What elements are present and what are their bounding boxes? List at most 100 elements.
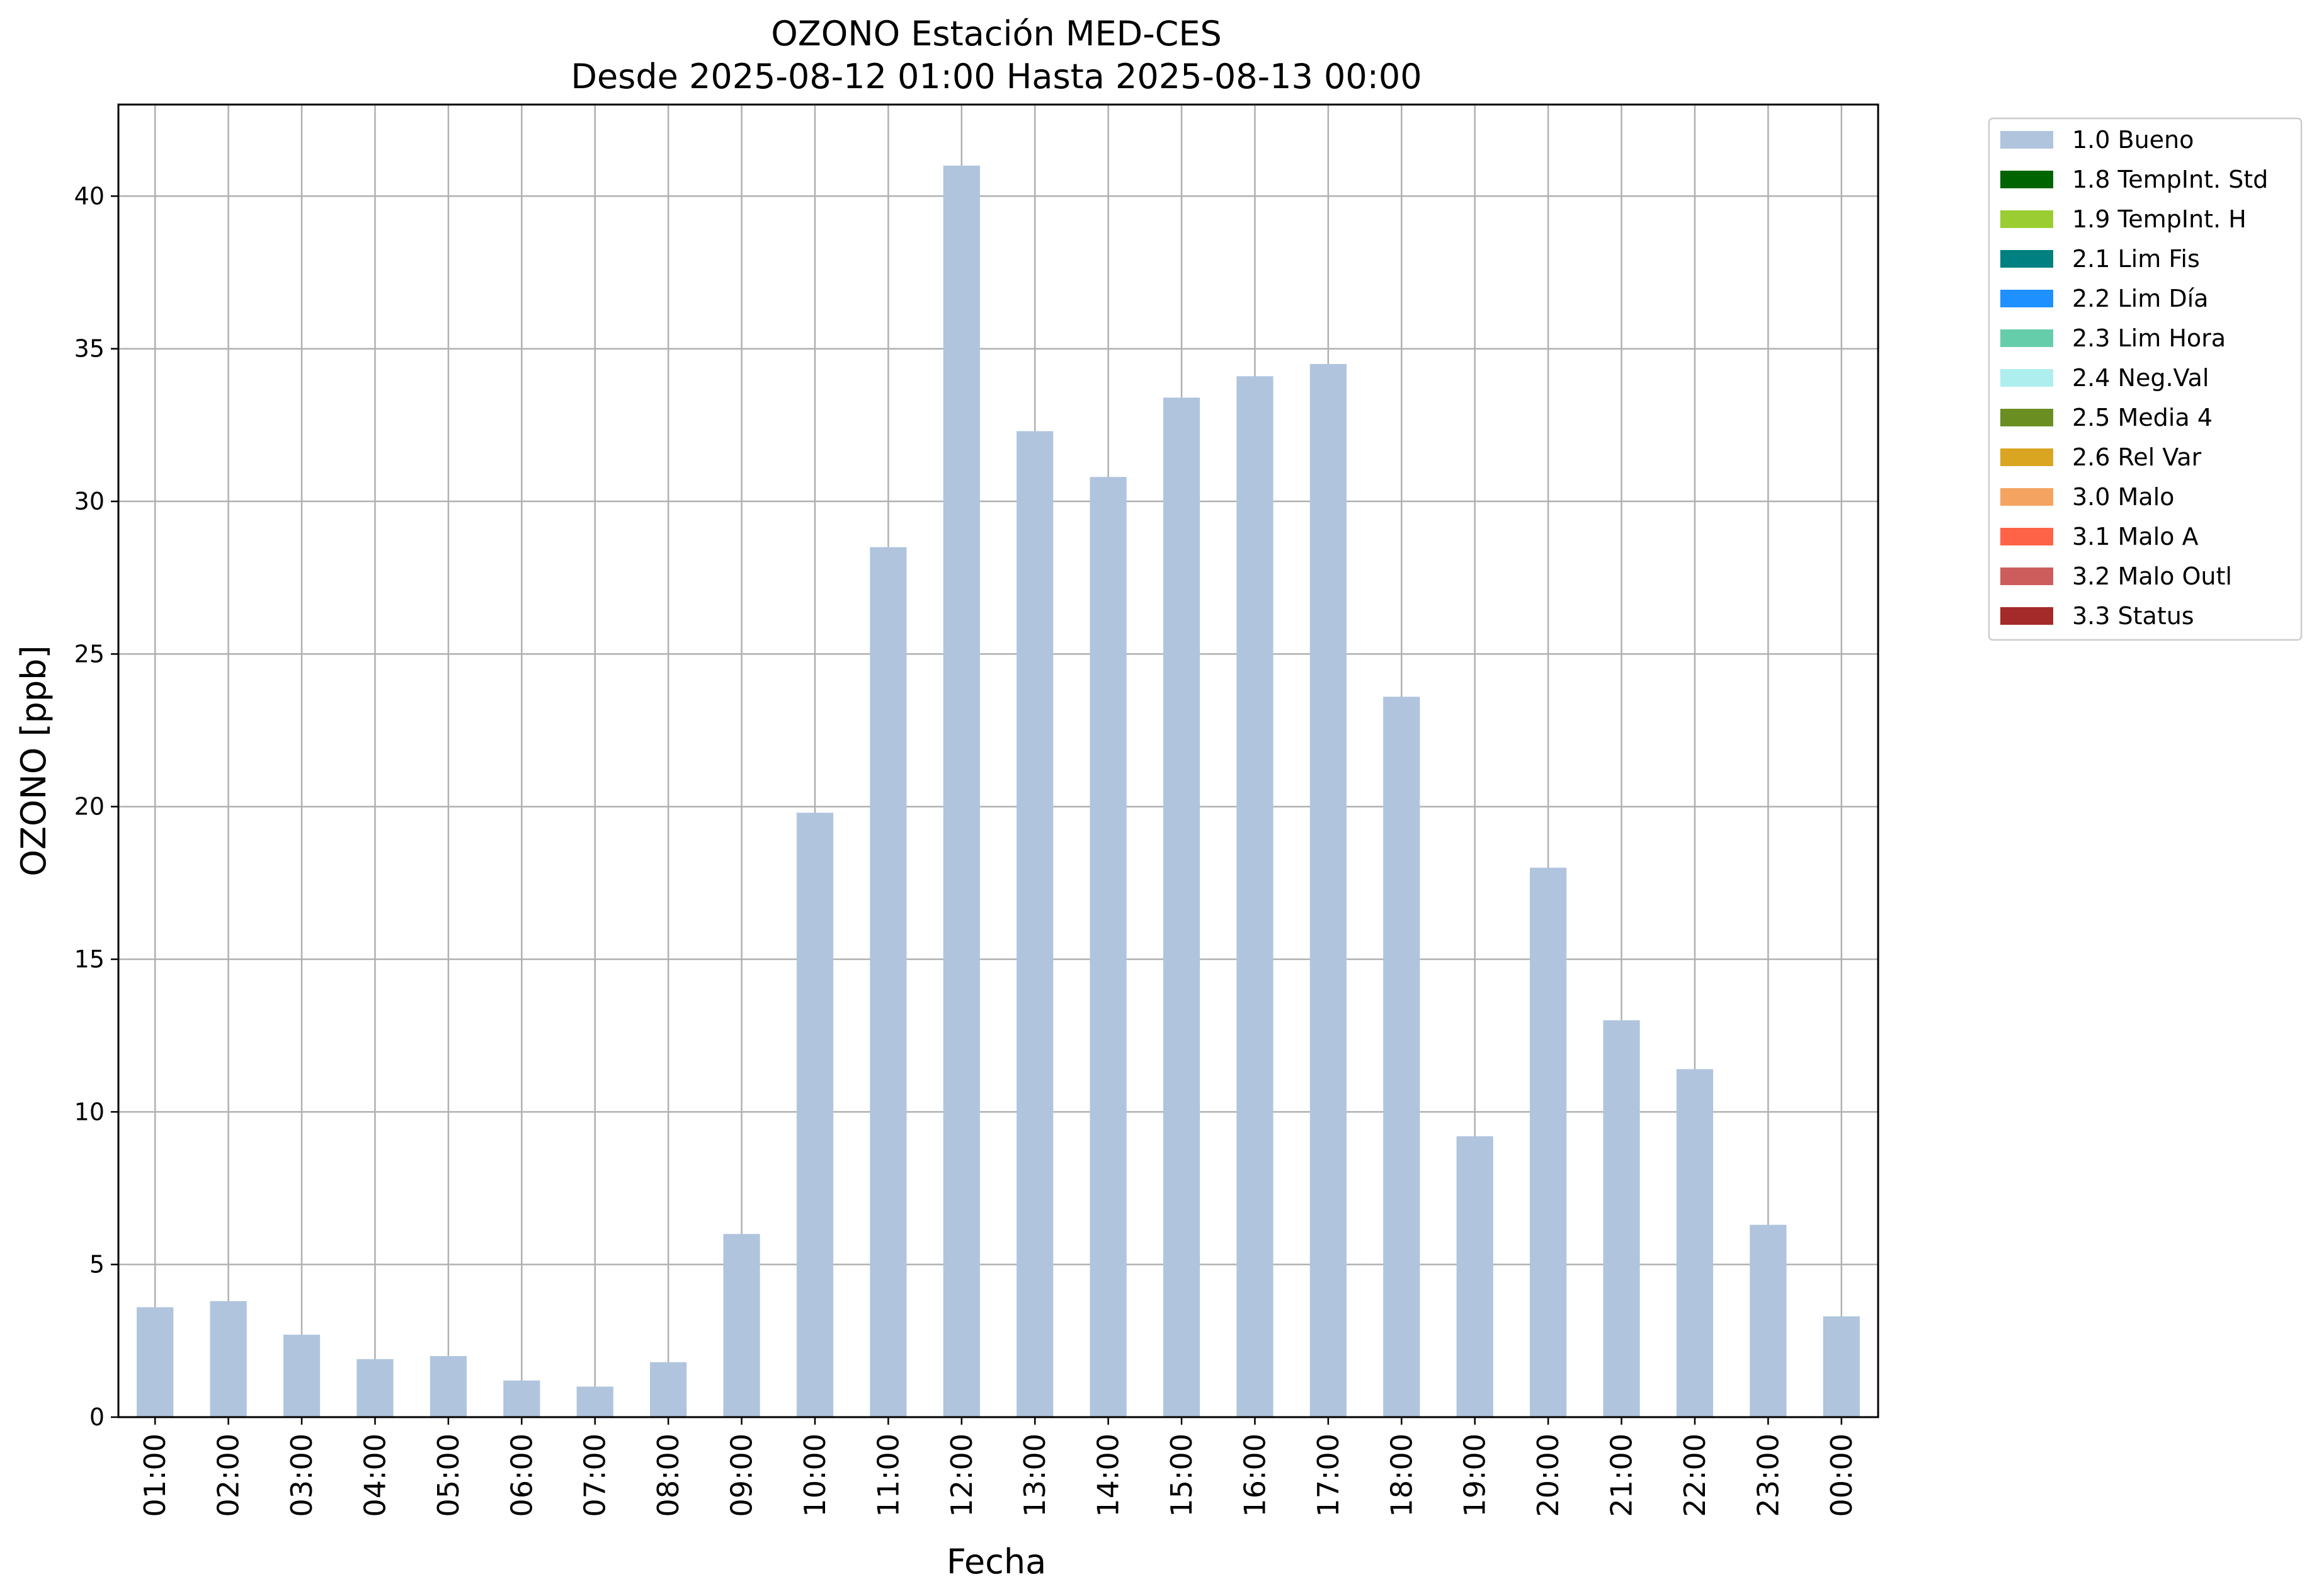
bar-1100 xyxy=(870,547,907,1418)
bar-2000 xyxy=(1530,867,1567,1417)
legend-swatch xyxy=(2000,488,2053,506)
x-axis-label: Fecha xyxy=(947,1542,1046,1582)
y-tick-label: 15 xyxy=(74,945,105,973)
x-tick-label: 07:00 xyxy=(578,1434,612,1517)
legend-label: 2.3 Lim Hora xyxy=(2072,324,2226,352)
chart-title: OZONO Estación MED-CES xyxy=(771,14,1222,54)
legend: 1.0 Bueno 1.8 TempInt. Std 1.9 TempInt. H 2… xyxy=(1988,117,2303,641)
y-axis-ticks: 0 5 10 15 20 25 30 35 40 xyxy=(74,182,118,1431)
legend-label: 3.2 Malo Outl xyxy=(2072,562,2232,590)
legend-swatch xyxy=(2000,329,2053,347)
legend-label: 2.2 Lim Día xyxy=(2072,285,2208,312)
legend-label: 1.0 Bueno xyxy=(2072,126,2194,154)
bar-0300 xyxy=(283,1335,321,1417)
legend-swatch xyxy=(2000,210,2053,228)
x-tick-label: 12:00 xyxy=(945,1434,979,1517)
legend-item: 3.3 Status xyxy=(2000,602,2194,630)
bar-1900 xyxy=(1456,1136,1493,1417)
bar-0900 xyxy=(723,1234,760,1417)
bar-1000 xyxy=(796,812,834,1417)
legend-label: 3.1 Malo A xyxy=(2072,523,2198,550)
bar-1800 xyxy=(1383,697,1420,1417)
legend-swatch xyxy=(2000,131,2053,149)
legend-item: 1.0 Bueno xyxy=(2000,126,2194,154)
legend-swatch xyxy=(2000,290,2053,307)
y-tick-label: 35 xyxy=(74,335,105,363)
y-tick-label: 30 xyxy=(74,487,105,515)
bars xyxy=(137,165,1860,1418)
legend-swatch xyxy=(2000,250,2053,268)
legend-label: 1.9 TempInt. H xyxy=(2072,205,2247,233)
y-tick-label: 10 xyxy=(74,1098,105,1126)
legend-item: 2.4 Neg.Val xyxy=(2000,364,2209,392)
bar-0700 xyxy=(576,1386,613,1417)
legend-swatch xyxy=(2000,528,2053,545)
legend-swatch xyxy=(2000,607,2053,625)
bar-1300 xyxy=(1017,431,1054,1418)
bar-1400 xyxy=(1090,477,1127,1417)
legend-item: 2.1 Lim Fis xyxy=(2000,245,2200,273)
legend-swatch xyxy=(2000,171,2053,188)
x-tick-label: 22:00 xyxy=(1678,1434,1712,1517)
bar-0600 xyxy=(503,1380,540,1417)
legend-swatch xyxy=(2000,448,2053,466)
chart-subtitle: Desde 2025-08-12 01:00 Hasta 2025-08-13 … xyxy=(571,57,1422,96)
legend-label: 2.6 Rel Var xyxy=(2072,443,2202,471)
legend-item: 2.2 Lim Día xyxy=(2000,285,2208,312)
y-tick-label: 40 xyxy=(74,182,105,210)
plot-frame xyxy=(117,103,1879,1418)
bar-0200 xyxy=(210,1301,247,1417)
x-tick-label: 16:00 xyxy=(1238,1434,1272,1517)
x-tick-label: 18:00 xyxy=(1384,1434,1418,1517)
bar-1700 xyxy=(1309,363,1347,1417)
bar-1500 xyxy=(1163,397,1200,1417)
legend-item: 1.9 TempInt. H xyxy=(2000,205,2247,233)
legend-item: 3.2 Malo Outl xyxy=(2000,562,2232,590)
legend-swatch xyxy=(2000,369,2053,387)
legend-label: 2.1 Lim Fis xyxy=(2072,245,2200,273)
bar-2100 xyxy=(1603,1020,1640,1417)
y-tick-label: 0 xyxy=(89,1403,105,1431)
legend-item: 3.0 Malo xyxy=(2000,483,2174,511)
x-tick-label: 11:00 xyxy=(871,1434,905,1517)
legend-label: 1.8 TempInt. Std xyxy=(2072,166,2268,193)
bar-2200 xyxy=(1676,1069,1714,1417)
x-tick-label: 20:00 xyxy=(1531,1434,1565,1517)
legend-swatch xyxy=(2000,567,2053,585)
x-tick-label: 15:00 xyxy=(1165,1434,1199,1517)
legend-label: 3.3 Status xyxy=(2072,602,2194,630)
x-axis-ticks: 01:00 02:00 03:00 04:00 05:00 06:00 07:00 08:00… xyxy=(138,1417,1859,1517)
legend-swatch xyxy=(2000,409,2053,426)
bar-1600 xyxy=(1236,376,1273,1417)
bar-2300 xyxy=(1750,1224,1787,1417)
x-tick-label: 03:00 xyxy=(285,1434,319,1517)
x-tick-label: 23:00 xyxy=(1751,1434,1785,1517)
x-tick-label: 01:00 xyxy=(138,1434,172,1517)
bar-0100 xyxy=(137,1307,174,1417)
legend-item: 1.8 TempInt. Std xyxy=(2000,166,2268,193)
x-tick-label: 21:00 xyxy=(1605,1434,1639,1517)
bar-0500 xyxy=(430,1356,467,1417)
y-axis-label: OZONO [ppb] xyxy=(14,645,54,876)
bar-0800 xyxy=(650,1362,687,1417)
legend-item: 2.3 Lim Hora xyxy=(2000,324,2226,352)
y-tick-label: 25 xyxy=(74,640,105,668)
x-tick-label: 00:00 xyxy=(1825,1434,1859,1517)
bar-0000 xyxy=(1823,1316,1860,1417)
x-tick-label: 08:00 xyxy=(651,1434,685,1517)
x-tick-label: 13:00 xyxy=(1018,1434,1052,1517)
y-tick-label: 20 xyxy=(74,793,105,821)
x-tick-label: 19:00 xyxy=(1458,1434,1492,1517)
x-tick-label: 04:00 xyxy=(358,1434,392,1517)
legend-label: 2.5 Media 4 xyxy=(2072,404,2213,431)
legend-box xyxy=(1988,117,2303,641)
legend-label: 2.4 Neg.Val xyxy=(2072,364,2209,392)
legend-label: 3.0 Malo xyxy=(2072,483,2174,511)
x-tick-label: 17:00 xyxy=(1311,1434,1345,1517)
x-tick-label: 14:00 xyxy=(1091,1434,1125,1517)
x-tick-label: 09:00 xyxy=(725,1434,759,1517)
y-tick-label: 5 xyxy=(89,1251,105,1279)
legend-item: 2.6 Rel Var xyxy=(2000,443,2202,471)
